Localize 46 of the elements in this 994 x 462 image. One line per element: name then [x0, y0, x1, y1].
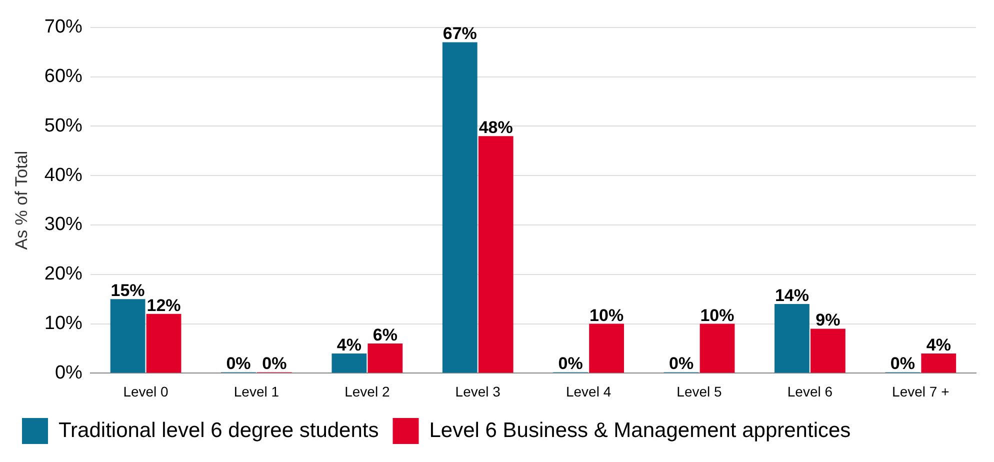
x-tick-label: Level 0: [123, 383, 169, 400]
data-label: 48%: [478, 118, 513, 138]
bar: [110, 299, 146, 373]
y-tick-label: 20%: [44, 264, 83, 285]
bar: [589, 324, 624, 373]
data-label: 67%: [442, 24, 477, 44]
bar: [442, 42, 478, 373]
data-label: 4%: [926, 335, 951, 354]
legend-label: Traditional level 6 degree students: [58, 418, 379, 442]
y-tick-label: 40%: [44, 164, 83, 186]
x-tick-label: Level 3: [455, 383, 501, 400]
data-label: 0%: [262, 354, 287, 374]
x-tick-label: Level 5: [676, 383, 722, 400]
bar: [478, 136, 514, 373]
data-label: 0%: [890, 354, 915, 374]
x-tick-label: Level 4: [566, 383, 612, 400]
bar: [332, 353, 367, 373]
data-label: 4%: [336, 335, 362, 354]
bar: [146, 314, 182, 373]
y-tick-label: 0%: [54, 362, 83, 384]
y-tick-label: 10%: [44, 313, 83, 334]
y-tick-label: 30%: [44, 214, 83, 236]
bar: [700, 324, 735, 373]
x-tick-label: Level 7 +: [892, 383, 950, 400]
data-label: 12%: [146, 296, 181, 315]
data-label: 0%: [668, 354, 694, 374]
bar: [368, 344, 403, 373]
x-tick-label: Level 1: [234, 383, 280, 400]
y-tick-label: 50%: [44, 115, 83, 136]
data-label: 14%: [774, 286, 809, 306]
data-label: 10%: [590, 306, 624, 325]
data-label: 10%: [700, 306, 734, 325]
y-tick-label: 60%: [44, 66, 83, 88]
data-label: 9%: [816, 310, 840, 330]
data-label: 15%: [110, 281, 145, 300]
x-tick-label: Level 2: [344, 383, 390, 400]
y-tick-label: 70%: [44, 16, 83, 38]
data-label: 6%: [372, 326, 398, 345]
y-axis-title: As % of Total: [12, 150, 31, 250]
legend-label: Level 6 Business & Management apprentices: [429, 418, 851, 442]
x-tick-label: Level 6: [787, 383, 833, 400]
bar: [774, 304, 810, 373]
data-label: 0%: [226, 354, 251, 374]
bar: [921, 353, 956, 373]
bar: [810, 328, 846, 373]
data-label: 0%: [558, 354, 583, 374]
